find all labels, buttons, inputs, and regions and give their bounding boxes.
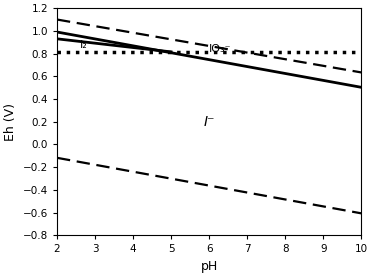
Y-axis label: Eh (V): Eh (V) — [4, 103, 17, 141]
Text: IO₃⁻: IO₃⁻ — [209, 44, 232, 54]
X-axis label: pH: pH — [201, 260, 218, 273]
Text: I₂: I₂ — [80, 40, 87, 50]
Text: I⁻: I⁻ — [203, 115, 215, 129]
